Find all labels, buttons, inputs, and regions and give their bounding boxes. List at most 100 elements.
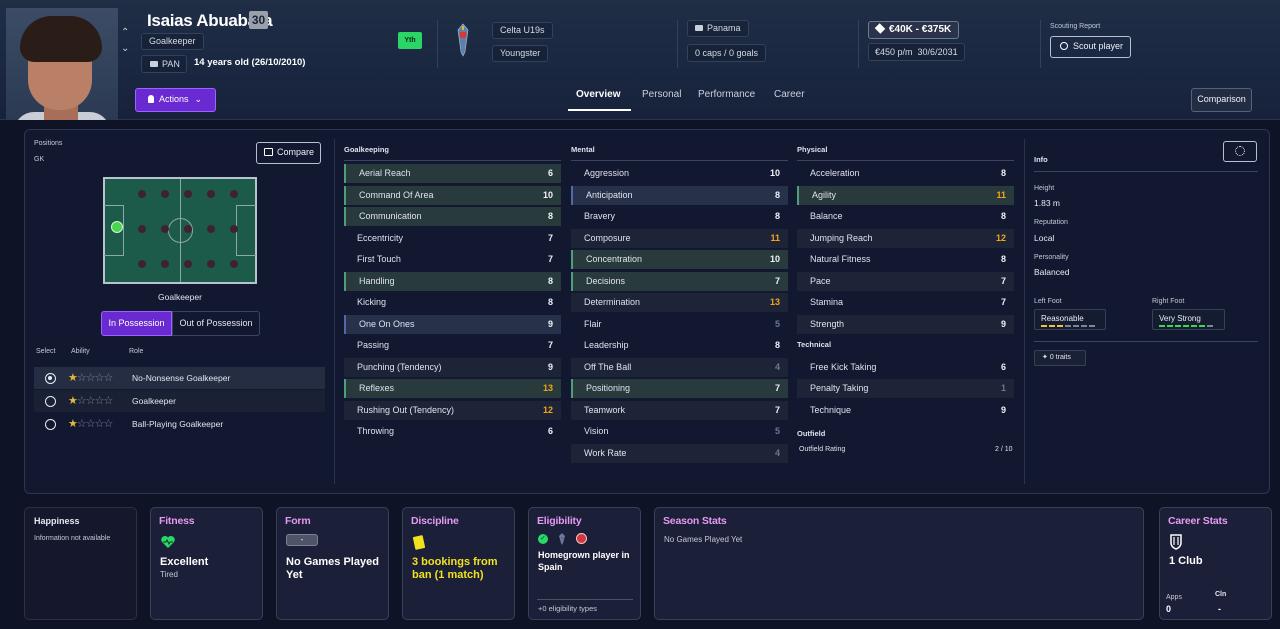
attribute-row[interactable]: Natural Fitness 8 (810, 254, 1006, 264)
out-of-possession-toggle[interactable]: Out of Possession (172, 311, 260, 336)
attribute-row[interactable]: Rushing Out (Tendency) 12 (344, 401, 561, 420)
technical-heading: Technical (797, 340, 832, 349)
actions-label: Actions (159, 94, 189, 104)
apps-value: 0 (1166, 604, 1172, 614)
attribute-row[interactable]: Concentration 10 (571, 250, 788, 269)
attribute-row[interactable]: Composure 11 (571, 229, 788, 248)
role-row[interactable]: ★☆☆☆☆ Ball-Playing Goalkeeper (34, 413, 325, 435)
attribute-row[interactable]: Aerial Reach 6 (344, 164, 561, 183)
clean-sheets-label: Cln (1215, 591, 1227, 598)
actions-button[interactable]: Actions ⌄ (135, 88, 216, 112)
attribute-row[interactable]: Teamwork 7 (571, 401, 788, 420)
attribute-row[interactable]: Penalty Taking 1 (797, 379, 1014, 398)
attribute-row[interactable]: Throwing 6 (357, 426, 553, 436)
role-name: Goalkeeper (132, 396, 176, 406)
comparison-button[interactable]: Comparison (1191, 88, 1252, 112)
contract-end: 30/6/2031 (917, 47, 958, 57)
personality-label: Personality (1034, 254, 1069, 261)
role-radio[interactable] (45, 419, 56, 430)
tab-personal[interactable]: Personal (642, 89, 682, 100)
tag-icon (874, 23, 886, 34)
eligibility-card[interactable]: Eligibility ✓ Homegrown player in Spain … (528, 507, 641, 620)
attribute-row[interactable]: Flair 5 (584, 319, 780, 329)
attribute-row[interactable]: Pace 7 (797, 272, 1014, 291)
attribute-row[interactable]: Agility 11 (797, 186, 1014, 205)
clean-sheets-value: - (1218, 604, 1221, 614)
tab-overview[interactable]: Overview (576, 89, 621, 100)
attribute-row[interactable]: Technique 9 (810, 405, 1006, 415)
flag-icon (695, 25, 703, 31)
attribute-row[interactable]: Acceleration 8 (810, 168, 1006, 178)
positions-label: Positions (34, 140, 63, 147)
attribute-row[interactable]: Punching (Tendency) 9 (344, 358, 561, 377)
national-team[interactable]: Panama (687, 20, 749, 37)
attribute-row[interactable]: Decisions 7 (571, 272, 788, 291)
attribute-row[interactable]: Leadership 8 (584, 340, 780, 350)
chevron-down-icon[interactable]: ⌄ (121, 43, 130, 54)
goalkeeping-heading: Goalkeeping (344, 145, 390, 154)
info-settings-button[interactable] (1223, 141, 1257, 162)
attribute-row[interactable]: Stamina 7 (810, 297, 1006, 307)
right-foot-box: Very Strong (1152, 309, 1225, 330)
form-chip: - (286, 534, 318, 546)
attribute-row[interactable]: Passing 7 (357, 340, 553, 350)
yellow-card-icon (412, 535, 426, 550)
attribute-row[interactable]: One On Ones 9 (344, 315, 561, 334)
attribute-row[interactable]: Determination 13 (571, 293, 788, 312)
outfield-heading: Outfield (797, 429, 826, 438)
role-radio[interactable] (45, 396, 56, 407)
discipline-card[interactable]: Discipline 3 bookings from ban (1 match) (402, 507, 515, 620)
in-possession-toggle[interactable]: In Possession (101, 311, 172, 336)
happiness-card[interactable]: Happiness Information not available (24, 507, 137, 620)
check-icon: ✓ (538, 534, 548, 544)
attribute-row[interactable]: Off The Ball 4 (571, 358, 788, 377)
compare-button[interactable]: Compare (256, 142, 321, 164)
form-card[interactable]: Form - No Games Played Yet (276, 507, 389, 620)
attribute-row[interactable]: Vision 5 (584, 426, 780, 436)
attribute-row[interactable]: Handling 8 (344, 272, 561, 291)
flag-icon (150, 61, 158, 67)
attribute-row[interactable]: Free Kick Taking 6 (810, 362, 1006, 372)
attribute-row[interactable]: Eccentricity 7 (357, 233, 553, 243)
attribute-row[interactable]: Bravery 8 (584, 211, 780, 221)
tab-performance[interactable]: Performance (698, 89, 756, 100)
role-row[interactable]: ★☆☆☆☆ Goalkeeper (34, 390, 325, 412)
club-name[interactable]: Celta U19s (492, 22, 553, 39)
attribute-row[interactable]: Positioning 7 (571, 379, 788, 398)
attribute-row[interactable]: Command Of Area 10 (344, 186, 561, 205)
select-header: Select (36, 348, 56, 355)
eligibility-title: Eligibility (537, 515, 582, 527)
player-header: ⌃ ⌄ Isaias Abuabara 30 Goalkeeper PAN 14… (0, 0, 1280, 120)
fitness-card[interactable]: Fitness Excellent Tired (150, 507, 263, 620)
club-crest-icon[interactable] (452, 22, 474, 58)
attribute-row[interactable]: Strength 9 (797, 315, 1014, 334)
pitch-caption: Goalkeeper (158, 292, 202, 302)
caps-goals: 0 caps / 0 goals (687, 44, 767, 62)
attribute-row[interactable]: Jumping Reach 12 (797, 229, 1014, 248)
role-row[interactable]: ★☆☆☆☆ No-Nonsense Goalkeeper (34, 367, 325, 389)
attribute-row[interactable]: Work Rate 4 (571, 444, 788, 463)
player-portrait (6, 8, 118, 120)
physical-heading: Physical (797, 145, 828, 154)
flag-spain-icon (576, 533, 587, 544)
career-stats-card[interactable]: Career Stats 1 Club Apps 0 Cln - (1159, 507, 1272, 620)
attribute-row[interactable]: Communication 8 (344, 207, 561, 226)
scout-player-button[interactable]: Scout player (1050, 36, 1131, 58)
attribute-row[interactable]: First Touch 7 (357, 254, 553, 264)
attribute-row[interactable]: Kicking 8 (357, 297, 553, 307)
pitch-map[interactable] (103, 177, 257, 284)
role-radio[interactable] (45, 373, 56, 384)
attribute-row[interactable]: Anticipation 8 (571, 186, 788, 205)
attribute-row[interactable]: Aggression 10 (584, 168, 780, 178)
tab-career[interactable]: Career (774, 89, 805, 100)
traits-button[interactable]: ✦ 0 traits (1034, 350, 1086, 366)
attribute-row[interactable]: Reflexes 13 (344, 379, 561, 398)
attribute-row[interactable]: Balance 8 (810, 211, 1006, 221)
right-foot-label: Right Foot (1152, 298, 1185, 305)
chevron-up-icon[interactable]: ⌃ (121, 27, 130, 38)
ability-badge: 30 (249, 11, 268, 29)
left-foot-label: Left Foot (1034, 298, 1062, 305)
season-stats-card[interactable]: Season Stats No Games Played Yet (654, 507, 1144, 620)
personality-value: Balanced (1034, 267, 1070, 277)
club-status: Youngster (492, 45, 549, 62)
